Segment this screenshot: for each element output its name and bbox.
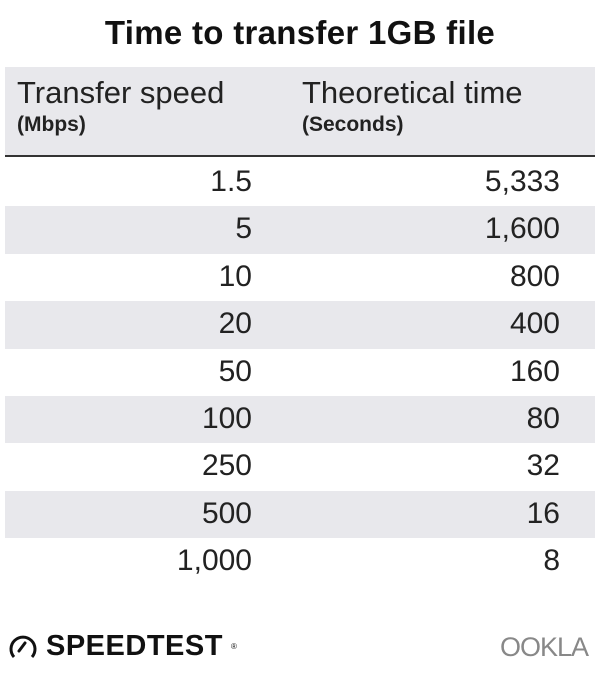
speed-cell: 50 <box>218 354 252 388</box>
table-row: 50 160 <box>5 349 595 396</box>
speed-cell: 20 <box>218 307 252 341</box>
column-label: Transfer speed <box>17 75 225 110</box>
column-header-speed: Transfer speed (Mbps) <box>17 75 224 137</box>
time-cell: 5,333 <box>484 165 560 198</box>
table-row: 5 1,600 <box>5 206 595 254</box>
table-row: 20 400 <box>5 301 595 349</box>
speed-cell: 100 <box>201 401 252 435</box>
table-body: 1.5 5,333 5 1,600 10 800 20 400 50 160 100 80 250 32 5… <box>5 159 595 586</box>
time-cell: 160 <box>509 354 560 388</box>
speedtest-wordmark: SPEEDTEST <box>46 630 223 662</box>
speedtest-logo: SPEEDTEST ® <box>8 630 237 663</box>
ookla-logo: OOKLA <box>499 632 589 662</box>
time-cell: 1,600 <box>484 212 560 246</box>
speed-cell: 500 <box>201 496 252 530</box>
speed-cell: 1.5 <box>210 165 252 198</box>
speed-cell: 250 <box>201 449 252 483</box>
time-cell: 32 <box>526 449 560 483</box>
chart-title: Time to transfer 1GB file <box>104 14 496 51</box>
speed-cell: 5 <box>235 212 252 246</box>
table-row: 100 80 <box>5 395 595 444</box>
time-cell: 400 <box>509 307 560 341</box>
table-row: 1.5 5,333 <box>5 159 595 206</box>
table-row: 1,000 8 <box>5 538 595 585</box>
column-unit: (Mbps) <box>17 113 86 136</box>
column-label: Theoretical time <box>302 75 523 110</box>
table-row: 500 16 <box>5 490 595 539</box>
speed-cell: 10 <box>218 259 252 293</box>
column-header-time: Theoretical time (Seconds) <box>302 75 523 137</box>
table-row: 250 32 <box>5 443 595 490</box>
table-header: Transfer speed (Mbps) Theoretical time (… <box>5 67 595 157</box>
time-cell: 800 <box>509 259 560 293</box>
column-unit: (Seconds) <box>302 113 404 136</box>
time-cell: 16 <box>526 496 560 530</box>
time-cell: 8 <box>543 544 560 578</box>
speedometer-icon <box>9 635 37 658</box>
time-cell: 80 <box>526 401 560 435</box>
table-row: 10 800 <box>5 254 595 301</box>
speed-cell: 1,000 <box>176 544 252 578</box>
